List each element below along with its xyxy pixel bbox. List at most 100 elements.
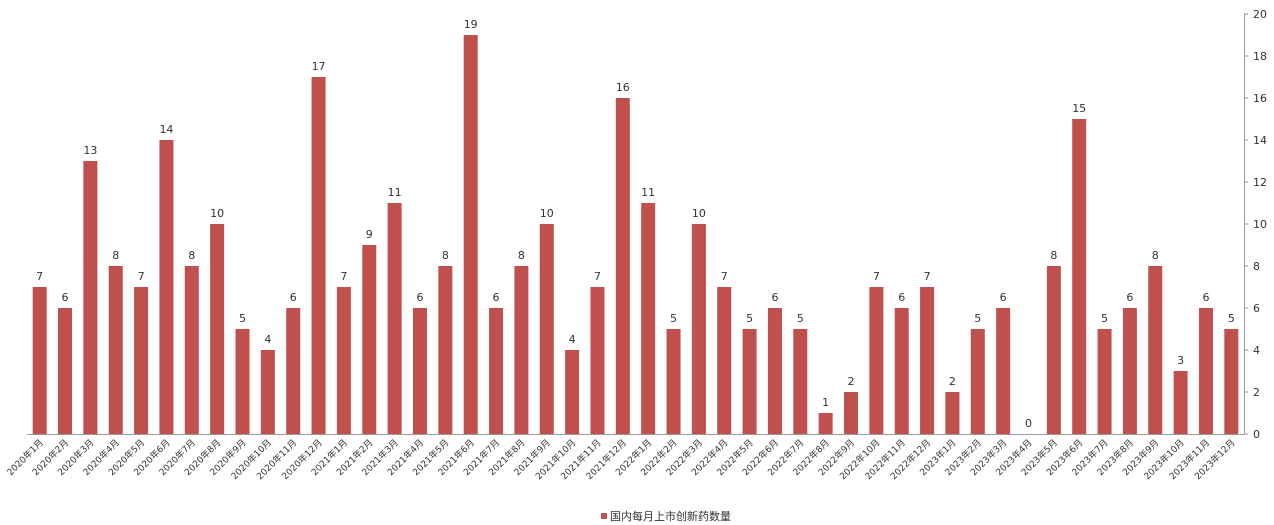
data-label: 7	[873, 270, 880, 283]
bar	[615, 98, 630, 434]
data-label: 8	[1050, 249, 1057, 262]
y-tick-label: 18	[1253, 50, 1267, 63]
data-label: 6	[290, 291, 297, 304]
bar	[565, 350, 580, 434]
bar	[742, 329, 757, 434]
data-label: 7	[138, 270, 145, 283]
bar	[134, 287, 149, 434]
data-label: 16	[616, 81, 630, 94]
bar	[666, 329, 681, 434]
y-tick-label: 10	[1253, 218, 1267, 231]
data-label: 7	[594, 270, 601, 283]
data-label: 5	[670, 312, 677, 325]
data-label: 2	[949, 375, 956, 388]
data-label: 6	[1126, 291, 1133, 304]
bar	[1148, 266, 1163, 434]
bar	[945, 392, 960, 434]
data-label: 8	[112, 249, 119, 262]
y-tick-label: 4	[1253, 344, 1260, 357]
data-label: 10	[210, 207, 224, 220]
data-label: 6	[62, 291, 69, 304]
bar	[438, 266, 453, 434]
data-label: 17	[312, 60, 326, 73]
data-label: 0	[1025, 417, 1032, 430]
bar	[210, 224, 225, 434]
data-label: 13	[83, 144, 97, 157]
data-label: 10	[540, 207, 554, 220]
data-label: 11	[388, 186, 402, 199]
data-label: 8	[1152, 249, 1159, 262]
bar	[539, 224, 554, 434]
y-tick-label: 12	[1253, 176, 1267, 189]
legend-swatch	[601, 513, 607, 519]
bar	[489, 308, 504, 434]
bar	[463, 35, 478, 434]
bar	[362, 245, 377, 434]
data-label: 6	[416, 291, 423, 304]
bar	[717, 287, 732, 434]
bar	[32, 287, 47, 434]
bar	[793, 329, 808, 434]
y-tick-label: 16	[1253, 92, 1267, 105]
data-labels-group: 7613871481054617791168196810471611510756…	[36, 18, 1235, 430]
data-label: 9	[366, 228, 373, 241]
bar	[412, 308, 427, 434]
y-tick-label: 0	[1253, 428, 1260, 441]
data-label: 1	[822, 396, 829, 409]
bar	[83, 161, 98, 434]
bar	[1122, 308, 1137, 434]
data-label: 3	[1177, 354, 1184, 367]
bar	[260, 350, 275, 434]
x-axis: 2020年1月2020年2月2020年3月2020年4月2020年5月2020年…	[4, 434, 1244, 482]
bar	[235, 329, 250, 434]
data-label: 7	[36, 270, 43, 283]
data-label: 5	[239, 312, 246, 325]
data-label: 6	[493, 291, 500, 304]
data-label: 5	[1101, 312, 1108, 325]
bar	[286, 308, 301, 434]
data-label: 10	[692, 207, 706, 220]
data-label: 7	[721, 270, 728, 283]
bar	[1097, 329, 1112, 434]
bar	[920, 287, 935, 434]
bar	[184, 266, 199, 434]
bar	[767, 308, 782, 434]
data-label: 5	[1228, 312, 1235, 325]
bar	[58, 308, 73, 434]
bar	[1072, 119, 1087, 434]
bar	[1224, 329, 1239, 434]
data-label: 2	[848, 375, 855, 388]
bar	[336, 287, 351, 434]
bar	[691, 224, 706, 434]
bar	[641, 203, 656, 434]
data-label: 5	[746, 312, 753, 325]
data-label: 8	[442, 249, 449, 262]
data-label: 15	[1072, 102, 1086, 115]
legend: 国内每月上市创新药数量	[601, 509, 731, 523]
bar	[514, 266, 529, 434]
data-label: 7	[924, 270, 931, 283]
bar	[1173, 371, 1188, 434]
data-label: 7	[340, 270, 347, 283]
data-label: 19	[464, 18, 478, 31]
data-label: 8	[188, 249, 195, 262]
data-label: 4	[569, 333, 576, 346]
data-label: 14	[159, 123, 173, 136]
bar	[844, 392, 859, 434]
y-tick-label: 14	[1253, 134, 1267, 147]
data-label: 6	[1000, 291, 1007, 304]
y-axis: 0 2 4 6 8 10 12 14 16 18 20	[1244, 8, 1267, 441]
data-label: 5	[974, 312, 981, 325]
bar	[1046, 266, 1061, 434]
bar	[1198, 308, 1213, 434]
bar	[387, 203, 402, 434]
data-label: 4	[264, 333, 271, 346]
data-label: 5	[797, 312, 804, 325]
bar	[970, 329, 985, 434]
data-label: 11	[641, 186, 655, 199]
data-label: 8	[518, 249, 525, 262]
bar	[818, 413, 833, 434]
y-tick-label: 2	[1253, 386, 1260, 399]
bar	[311, 77, 326, 434]
